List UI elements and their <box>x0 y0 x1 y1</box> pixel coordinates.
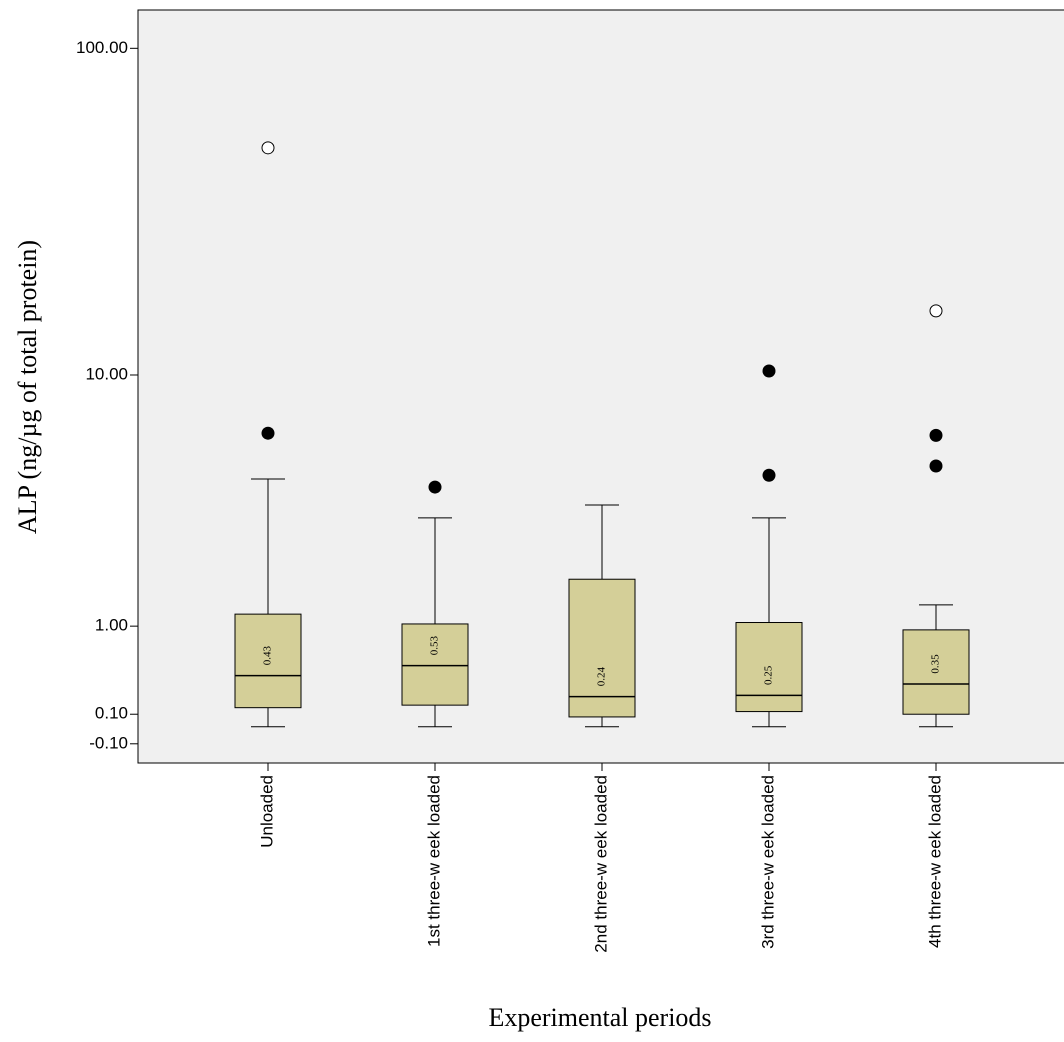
x-tick-label: 1st three-w eek loaded <box>424 775 443 947</box>
extreme <box>261 141 275 155</box>
y-tick-label: 10.00 <box>85 364 128 383</box>
box <box>401 623 469 706</box>
y-tick-label: 100.00 <box>76 38 128 57</box>
box <box>735 622 803 713</box>
box <box>902 629 970 715</box>
outlier <box>929 459 943 473</box>
extreme <box>929 304 943 318</box>
y-tick-label: -0.10 <box>89 733 128 752</box>
box <box>234 613 302 709</box>
x-tick-label: 2nd three-w eek loaded <box>591 775 610 953</box>
median-label: 0.53 <box>429 635 441 655</box>
x-tick-label: Unloaded <box>257 775 276 848</box>
outlier <box>261 426 275 440</box>
y-tick-label: 1.00 <box>95 616 128 635</box>
x-tick-label: 3rd three-w eek loaded <box>758 775 777 949</box>
y-axis-title: ALP (ng/µg of total protein) <box>13 240 42 534</box>
median-label: 0.24 <box>596 666 608 686</box>
median-label: 0.43 <box>262 645 274 665</box>
median-label: 0.25 <box>763 665 775 685</box>
outlier <box>762 364 776 378</box>
box <box>568 578 636 718</box>
x-axis-title: Experimental periods <box>488 1003 711 1032</box>
y-tick-label: 0.10 <box>95 704 128 723</box>
outlier <box>762 468 776 482</box>
median-label: 0.35 <box>930 654 942 674</box>
outlier <box>929 428 943 442</box>
x-tick-label: 4th three-w eek loaded <box>925 775 944 948</box>
outlier <box>428 480 442 494</box>
